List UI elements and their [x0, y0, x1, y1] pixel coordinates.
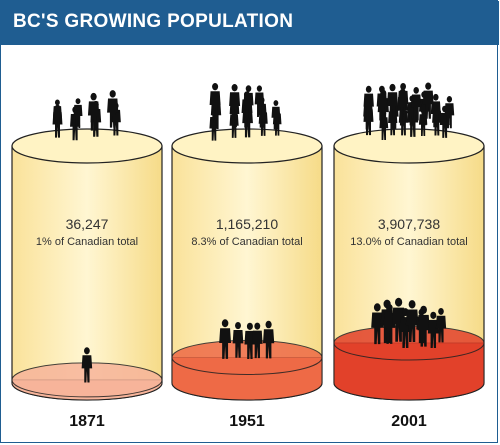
cylinder-1871: 36,247 1% of Canadian total 1871	[11, 90, 163, 430]
person-icon	[81, 347, 93, 383]
person-icon	[376, 85, 388, 121]
person-icon	[392, 297, 406, 342]
cylinder-top	[333, 128, 485, 164]
person-icon	[232, 322, 244, 358]
value-label-2001: 3,907,738	[378, 216, 440, 232]
person-icon	[430, 93, 441, 128]
fill-surface-1951	[171, 339, 323, 375]
person-icon	[397, 83, 409, 119]
cylinder-top	[11, 128, 163, 164]
chart-title: BC'S GROWING POPULATION	[13, 11, 294, 32]
person-icon	[435, 308, 447, 343]
year-label-2001: 2001	[391, 413, 427, 430]
person-icon	[229, 84, 241, 121]
person-icon	[107, 90, 119, 128]
person-icon	[363, 85, 374, 121]
person-icon	[219, 319, 232, 359]
share-label-1871: 1% of Canadian total	[36, 236, 138, 248]
share-label-2001: 13.0% of Canadian total	[350, 236, 467, 248]
share-label-1951: 8.3% of Canadian total	[191, 236, 302, 248]
person-icon	[243, 85, 254, 119]
year-label-1871: 1871	[69, 413, 105, 430]
cylinder-2001: 3,907,738 13.0% of Canadian total 2001	[333, 82, 485, 430]
person-icon	[371, 303, 384, 345]
title-bar: BC'S GROWING POPULATION	[1, 1, 499, 45]
person-icon	[411, 87, 422, 121]
person-icon	[251, 322, 263, 359]
person-icon	[52, 99, 62, 130]
person-icon	[386, 83, 399, 121]
person-icon	[209, 83, 221, 120]
person-icon	[271, 100, 281, 130]
person-icon	[87, 92, 100, 131]
person-icon	[417, 305, 430, 347]
person-icon	[73, 98, 83, 128]
person-icon	[262, 320, 275, 359]
year-label-1951: 1951	[229, 413, 265, 430]
value-label-1871: 36,247	[66, 216, 109, 232]
cylinder-1951: 1,165,210 8.3% of Canadian total 1951	[171, 83, 323, 430]
value-label-1951: 1,165,210	[216, 216, 278, 232]
